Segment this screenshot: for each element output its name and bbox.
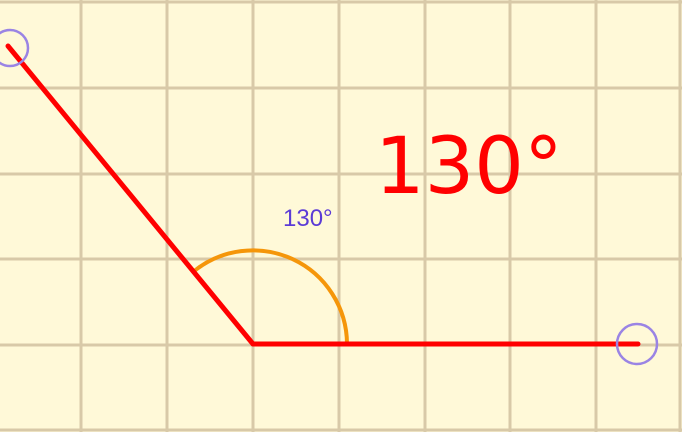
ray-end-handle-left[interactable] — [0, 28, 30, 68]
angle-measure-large: 130° — [375, 122, 563, 212]
ray-end-handle-right[interactable] — [615, 322, 659, 366]
angle-arc — [191, 248, 349, 345]
ray-left — [5, 43, 256, 347]
angle-measure-small: 130° — [283, 205, 333, 232]
